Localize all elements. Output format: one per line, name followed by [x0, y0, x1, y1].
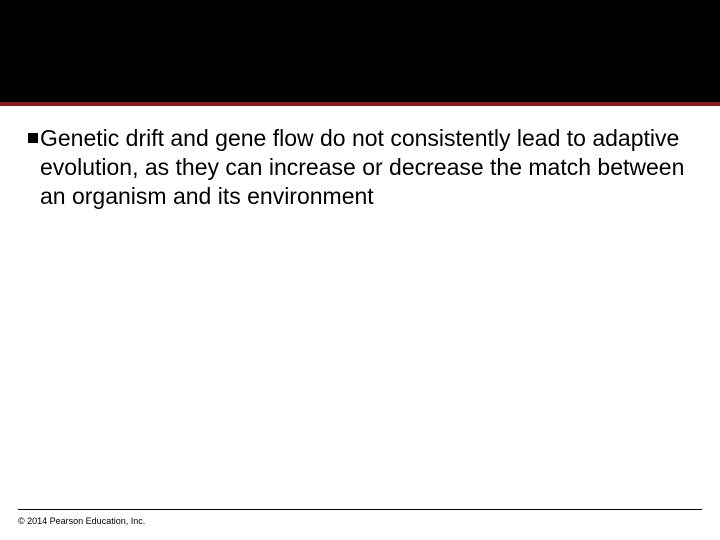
copyright-text: © 2014 Pearson Education, Inc.	[18, 516, 145, 526]
square-bullet-icon	[28, 133, 38, 143]
content-area: Genetic drift and gene flow do not consi…	[0, 106, 720, 210]
bullet-text: Genetic drift and gene flow do not consi…	[40, 124, 692, 210]
bullet-item: Genetic drift and gene flow do not consi…	[28, 124, 692, 210]
header-black-band	[0, 0, 720, 100]
footer-divider	[18, 509, 702, 510]
